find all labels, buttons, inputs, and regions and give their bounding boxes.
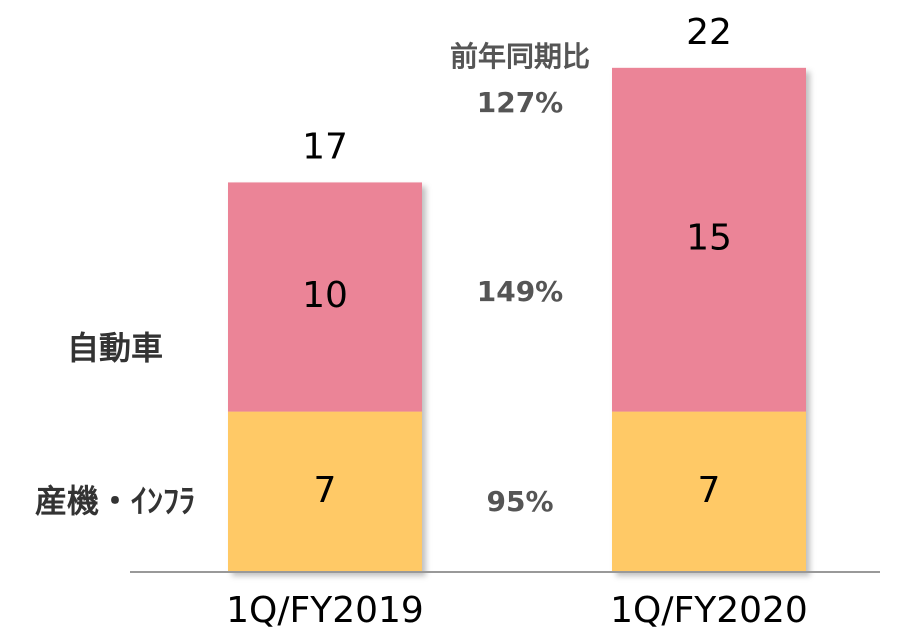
yoy-total: 127% — [477, 86, 564, 119]
total-label: 22 — [686, 12, 732, 53]
total-label: 17 — [302, 126, 348, 167]
bar-segment — [612, 67, 806, 412]
x-tick-label: 1Q/FY2019 — [226, 590, 424, 631]
yoy-title: 前年同期比 — [450, 40, 590, 73]
bar-segment — [228, 182, 422, 412]
value-label: 7 — [698, 470, 721, 511]
series-label: 自動車 — [67, 329, 163, 367]
yoy-label: 95% — [486, 485, 553, 518]
bar-segment — [612, 411, 806, 572]
series-label: 産機・ｲﾝﾌﾗ — [35, 482, 195, 520]
value-label: 15 — [686, 218, 732, 259]
bar-group — [228, 182, 422, 572]
yoy-label: 149% — [477, 275, 564, 308]
bar-group — [612, 67, 806, 572]
value-label: 10 — [302, 275, 348, 316]
value-label: 7 — [314, 470, 337, 511]
bar-segment — [228, 411, 422, 572]
x-tick-label: 1Q/FY2020 — [610, 590, 808, 631]
